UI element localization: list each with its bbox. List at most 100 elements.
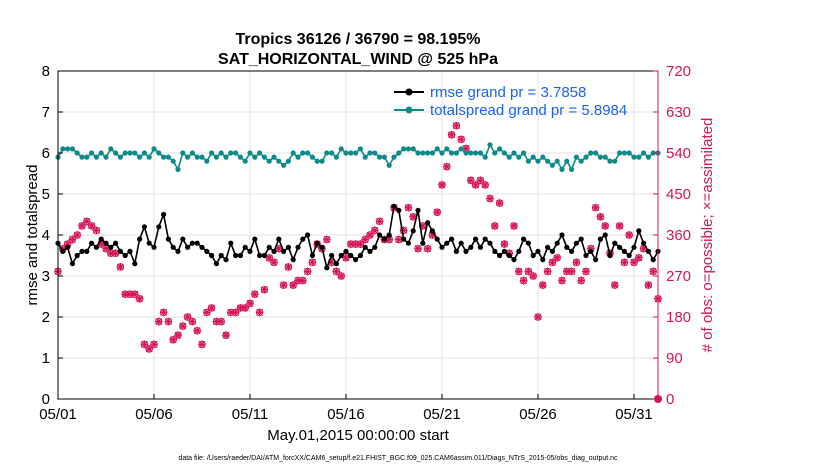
totalspread-point: [482, 154, 488, 160]
obs-assimilated-point: [524, 267, 533, 276]
obs-assimilated-point: [222, 331, 230, 340]
obs-assimilated-point: [179, 322, 187, 330]
totalspread-point: [559, 166, 565, 172]
totalspread-point: [573, 154, 580, 160]
obs-assimilated-point: [97, 240, 105, 248]
obs-assimilated-point: [183, 313, 192, 321]
totalspread-point: [343, 150, 349, 156]
totalspread-point: [439, 150, 445, 156]
totalspread-point: [612, 158, 618, 164]
totalspread-point: [444, 146, 450, 152]
chart-subtitle: SAT_HORIZONTAL_WIND @ 525 hPa: [218, 51, 498, 68]
totalspread-point: [285, 158, 291, 164]
rmse-point: [444, 240, 450, 246]
totalspread-point: [362, 154, 368, 160]
totalspread-point: [84, 154, 90, 160]
totalspread-point: [194, 154, 200, 160]
totalspread-point: [290, 150, 296, 156]
obs-assimilated-point: [351, 240, 360, 248]
rmse-point: [468, 244, 474, 250]
x-tick-label: 05/16: [327, 406, 365, 423]
obs-assimilated-point: [279, 281, 288, 289]
totalspread-point: [353, 150, 359, 156]
totalspread-point: [233, 150, 239, 156]
totalspread-point: [410, 146, 416, 152]
rmse-series: [55, 203, 661, 271]
totalspread-point: [631, 154, 637, 160]
rmse-point: [132, 261, 138, 267]
rmse-point: [545, 244, 551, 250]
totalspread-point: [103, 154, 109, 160]
rmse-point: [477, 244, 483, 250]
rmse-point: [108, 244, 114, 250]
obs-assimilated-point: [111, 249, 120, 258]
totalspread-point: [497, 146, 503, 152]
rmse-point: [247, 248, 253, 254]
rmse-point: [93, 244, 99, 250]
legend: rmse grand pr = 3.7858 totalspread grand…: [394, 84, 627, 119]
rmse-point: [492, 248, 498, 254]
rmse-point: [362, 244, 368, 250]
totalspread-point: [218, 150, 224, 156]
obs-assimilated-point: [577, 276, 585, 285]
rmse-point: [593, 257, 599, 263]
totalspread-point: [396, 150, 402, 156]
totalspread-point: [223, 154, 229, 160]
obs-assimilated-point: [495, 199, 504, 207]
obs-assimilated-point: [404, 203, 413, 212]
totalspread-point: [127, 150, 133, 156]
rmse-point: [631, 244, 637, 250]
totalspread-point: [492, 150, 498, 156]
totalspread-point: [113, 150, 119, 156]
totalspread-point: [593, 150, 599, 156]
totalspread-point: [137, 154, 143, 160]
totalspread-point: [636, 154, 642, 160]
rmse-point: [146, 240, 152, 246]
totalspread-point: [151, 146, 157, 152]
obs-assimilated-point: [543, 267, 552, 276]
data-file-footer: data file: /Users/raeder/DAI/ATM_forcXX/…: [178, 455, 618, 462]
rmse-point: [233, 252, 239, 259]
obs-assimilated-point: [251, 290, 259, 299]
obs-assimilated-point: [366, 231, 374, 239]
rmse-point: [501, 248, 507, 254]
rmse-point: [84, 248, 90, 254]
legend-marker-totalspread: [405, 106, 413, 114]
obs-assimilated-point: [207, 304, 216, 312]
obs-assimilated-point: [385, 235, 393, 244]
rmse-point: [449, 236, 455, 242]
rmse-point: [314, 240, 320, 246]
rmse-point: [511, 257, 517, 263]
obs-assimilated-point: [203, 308, 211, 317]
obs-assimilated-point: [452, 121, 461, 130]
obs-assimilated-point: [135, 294, 144, 303]
rmse-point: [213, 261, 219, 267]
obs-assimilated-point: [395, 235, 403, 244]
obs-assimilated-point: [457, 135, 465, 144]
y-right-tick-label: 540: [666, 145, 691, 162]
obs-assimilated-point: [409, 212, 417, 221]
obs-assimilated-point: [126, 290, 134, 299]
rmse-point: [122, 252, 128, 259]
rmse-point: [588, 248, 594, 254]
rmse-point: [65, 244, 71, 250]
rmse-point: [165, 236, 171, 242]
obs-assimilated-point: [159, 308, 168, 317]
obs-assimilated-point: [467, 176, 475, 185]
obs-assimilated-point: [284, 263, 293, 271]
totalspread-point: [545, 158, 551, 164]
totalspread-point: [161, 154, 167, 160]
y-tick-label: 4: [42, 227, 50, 244]
obs-assimilated-point: [591, 203, 600, 212]
rmse-point: [626, 252, 632, 259]
totalspread-series: [55, 142, 661, 172]
obs-assimilated-point: [572, 258, 581, 267]
totalspread-point: [381, 154, 387, 160]
rmse-point: [353, 257, 359, 263]
rmse-point: [386, 232, 392, 238]
obs-assimilated-point: [611, 281, 619, 289]
obs-assimilated-point: [327, 258, 336, 267]
totalspread-point: [271, 154, 277, 160]
totalspread-point: [213, 154, 219, 160]
rmse-point: [218, 252, 224, 259]
